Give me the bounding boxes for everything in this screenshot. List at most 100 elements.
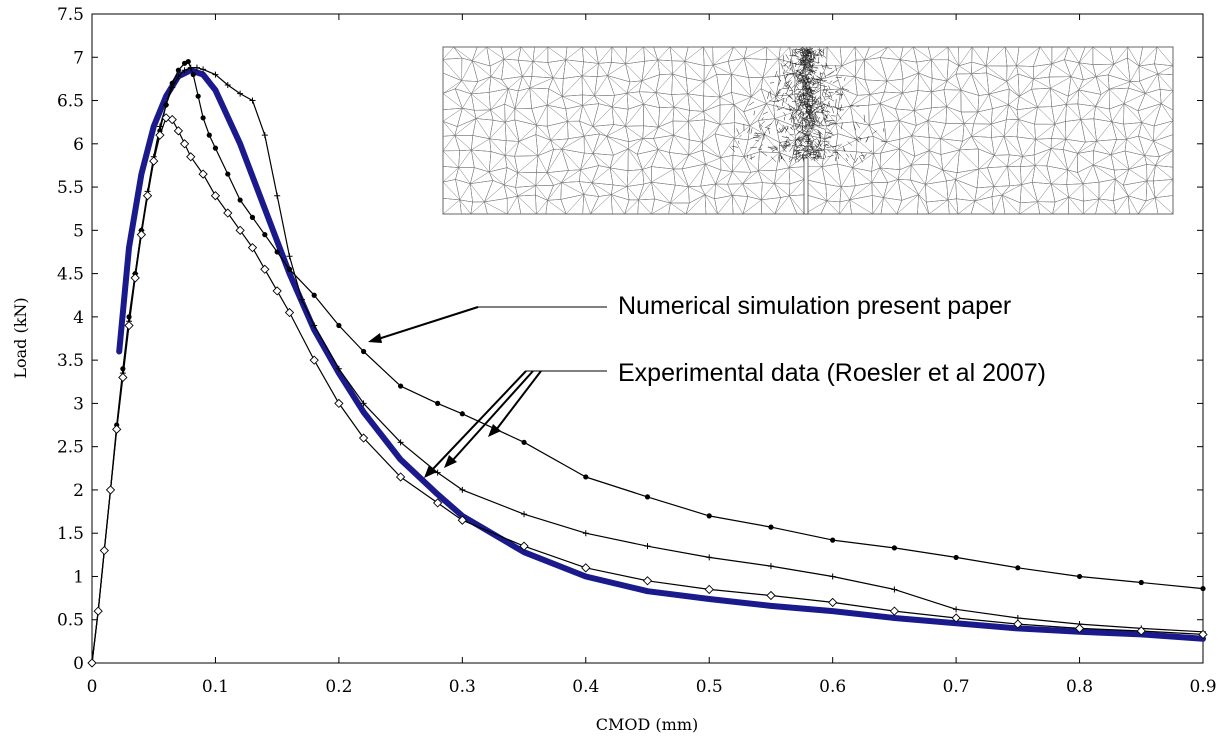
y-tick-label: 7 bbox=[73, 48, 84, 68]
data-point-diamond bbox=[118, 372, 128, 383]
data-point-diamond bbox=[99, 545, 109, 556]
data-point-diamond bbox=[136, 230, 147, 240]
y-tick-label: 4 bbox=[73, 308, 84, 328]
plot-series bbox=[87, 58, 1208, 668]
data-point-diamond bbox=[149, 156, 159, 166]
x-tick-label: 0.1 bbox=[202, 677, 229, 697]
data-point-plus bbox=[286, 253, 293, 260]
data-point-dot bbox=[175, 67, 182, 73]
data-point-plus bbox=[187, 64, 194, 71]
data-point-diamond bbox=[334, 398, 344, 409]
inset-mesh-coarse bbox=[442, 46, 1174, 215]
arrow-to-numerical bbox=[377, 306, 479, 340]
data-point-plus bbox=[459, 486, 466, 493]
data-point-dot bbox=[435, 400, 441, 406]
data-point-dot bbox=[768, 524, 774, 530]
y-tick-label: 1.5 bbox=[57, 524, 84, 544]
data-point-plus bbox=[953, 606, 960, 613]
data-point-diamond bbox=[247, 243, 258, 253]
data-point-dot bbox=[459, 411, 465, 417]
data-point-diamond bbox=[433, 498, 443, 508]
inset-notch bbox=[803, 157, 809, 215]
data-point-diamond bbox=[93, 606, 103, 616]
data-point-diamond bbox=[235, 225, 245, 235]
data-point-diamond bbox=[642, 576, 653, 586]
annotation-arrows bbox=[368, 306, 542, 478]
y-tick-label: 0 bbox=[73, 654, 84, 674]
x-tick-label: 0.2 bbox=[325, 677, 352, 697]
data-point-plus bbox=[156, 123, 163, 130]
x-axis-title: CMOD (mm) bbox=[596, 715, 698, 734]
data-point-plus bbox=[767, 563, 774, 570]
data-point-diamond bbox=[155, 130, 165, 140]
data-point-diamond bbox=[167, 114, 177, 125]
data-point-plus bbox=[335, 365, 342, 372]
annotation-leaders bbox=[478, 306, 607, 372]
data-point-dot bbox=[1076, 573, 1083, 580]
x-tick-label: 0.6 bbox=[819, 677, 846, 697]
data-point-diamond bbox=[260, 264, 270, 274]
y-tick-label: 5 bbox=[73, 221, 84, 241]
data-point-plus bbox=[237, 90, 244, 97]
annotation-numerical: Numerical simulation present paper bbox=[618, 292, 1011, 320]
data-point-diamond bbox=[284, 307, 295, 318]
data-point-plus bbox=[298, 296, 305, 303]
y-tick-label: 7.5 bbox=[57, 5, 84, 25]
data-point-diamond bbox=[457, 515, 467, 525]
data-point-plus bbox=[644, 543, 651, 550]
data-point-diamond bbox=[272, 286, 282, 296]
x-tick-label: 0.7 bbox=[943, 677, 970, 697]
x-tick-label: 0.3 bbox=[449, 677, 476, 697]
data-point-diamond bbox=[395, 472, 406, 482]
annotation-experimental: Experimental data (Roesler et al 2007) bbox=[618, 359, 1046, 387]
data-point-plus bbox=[891, 586, 898, 593]
data-point-plus bbox=[224, 81, 231, 88]
data-point-dot bbox=[336, 322, 342, 329]
x-tick-label: 0.9 bbox=[1189, 677, 1216, 697]
data-point-diamond bbox=[87, 658, 97, 668]
data-point-diamond bbox=[828, 597, 838, 608]
data-point-diamond bbox=[766, 590, 776, 601]
data-point-diamond bbox=[358, 433, 369, 443]
y-tick-label: 1 bbox=[73, 567, 84, 587]
y-tick-label: 6.5 bbox=[57, 92, 84, 112]
data-point-diamond bbox=[223, 208, 233, 218]
data-point-dot bbox=[360, 348, 367, 355]
data-point-plus bbox=[200, 66, 207, 73]
arrowhead-experimental-3 bbox=[488, 424, 501, 437]
data-point-diamond bbox=[1074, 623, 1085, 634]
data-point-diamond bbox=[1198, 629, 1208, 640]
data-point-plus bbox=[706, 554, 713, 561]
data-point-diamond bbox=[1136, 626, 1146, 636]
data-point-plus bbox=[249, 97, 256, 104]
data-point-dot bbox=[195, 93, 201, 99]
data-point-dot bbox=[212, 145, 219, 151]
data-point-dot bbox=[398, 383, 404, 389]
arrow-to-experimental-2 bbox=[451, 370, 534, 462]
data-point-diamond bbox=[581, 563, 591, 573]
data-point-diamond bbox=[142, 191, 153, 201]
data-point-dot bbox=[225, 171, 231, 177]
data-point-diamond bbox=[130, 273, 140, 283]
data-point-diamond bbox=[186, 152, 196, 162]
y-tick-label: 2 bbox=[73, 481, 84, 501]
data-point-dot bbox=[644, 494, 651, 500]
inset-mesh-refined bbox=[729, 46, 887, 165]
y-tick-label: 6 bbox=[73, 135, 84, 155]
data-point-dot bbox=[583, 474, 589, 480]
data-point-plus bbox=[521, 511, 528, 518]
x-tick-label: 0.8 bbox=[1066, 677, 1093, 697]
data-point-dot bbox=[1200, 585, 1206, 592]
data-point-dot bbox=[262, 232, 268, 238]
data-point-dot bbox=[891, 545, 897, 551]
data-point-dot bbox=[206, 132, 212, 138]
arrow-to-experimental-3 bbox=[495, 370, 542, 431]
data-point-plus bbox=[274, 192, 281, 199]
data-point-plus bbox=[193, 64, 200, 71]
data-point-plus bbox=[434, 469, 441, 476]
data-point-plus bbox=[360, 400, 367, 407]
data-point-plus bbox=[829, 573, 836, 580]
data-point-dot bbox=[249, 214, 256, 220]
inset-mesh-figure bbox=[442, 46, 1174, 215]
